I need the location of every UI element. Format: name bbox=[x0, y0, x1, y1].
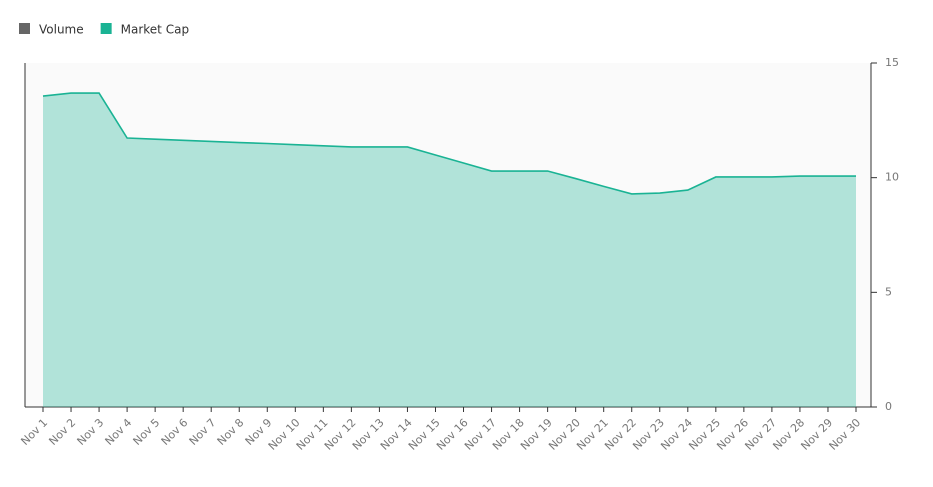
legend-label: Volume bbox=[39, 23, 84, 37]
x-tick-label: Nov 3 bbox=[75, 416, 107, 448]
x-tick-label: Nov 30 bbox=[826, 416, 863, 453]
area bbox=[43, 93, 856, 407]
x-tick-label: Nov 4 bbox=[103, 416, 135, 448]
x-tick-label: Nov 1 bbox=[18, 416, 50, 448]
line bbox=[42, 92, 856, 195]
y2-tick-label: 0 bbox=[885, 400, 892, 413]
legend-swatch bbox=[19, 23, 30, 34]
x-tick-label: Nov 8 bbox=[215, 416, 247, 448]
y2-tick-label: 5 bbox=[885, 285, 892, 298]
x-tick-label: Nov 7 bbox=[187, 416, 219, 448]
plot-area bbox=[25, 63, 871, 407]
y2-tick-label: 10 bbox=[885, 171, 899, 184]
legend-label: Market Cap bbox=[121, 23, 189, 37]
x-tick-label: Nov 5 bbox=[131, 416, 163, 448]
x-tick-label: Nov 2 bbox=[46, 416, 78, 448]
legend-swatch bbox=[100, 23, 112, 34]
y2-tick-label: 15 bbox=[885, 56, 899, 69]
x-tick-label: Nov 6 bbox=[159, 416, 191, 448]
